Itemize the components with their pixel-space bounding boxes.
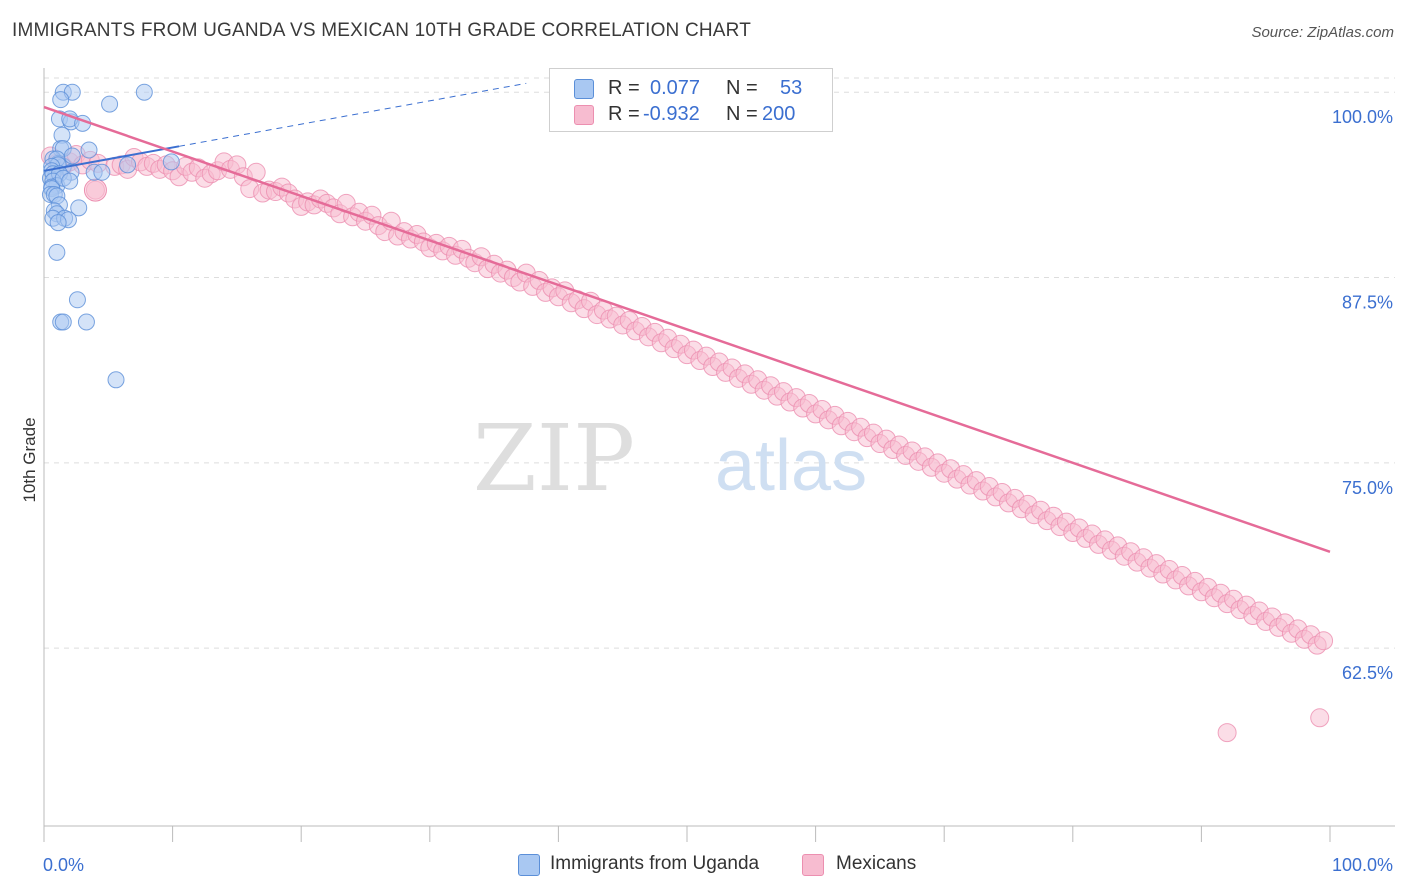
tick-labels: 62.5% 75.0% 87.5% 100.0% 0.0% 100.0% [43,107,1393,875]
uganda-swatch [574,79,594,99]
point-uganda [93,163,111,181]
trend-line-uganda-extension [178,82,527,147]
point-uganda [49,214,67,232]
n-value-mexicans: 200 [762,103,796,125]
point-uganda [77,313,95,331]
y-tick-label: 62.5% [1342,663,1393,683]
chart-title: IMMIGRANTS FROM UGANDA VS MEXICAN 10TH G… [12,20,752,41]
point-uganda [162,153,180,171]
trend-line-uganda [43,145,180,172]
mexicans-legend-swatch [802,854,824,876]
uganda-legend-swatch [518,854,540,876]
point-mexicans [1310,708,1330,728]
point-uganda [63,147,81,165]
point-uganda [70,199,88,217]
point-uganda [68,291,86,309]
point-uganda [54,313,72,331]
watermark-atlas: atlas [715,426,867,506]
series-mexicans [40,144,1334,743]
y-tick-label: 100.0% [1332,107,1393,127]
legend-label-uganda: Immigrants from Uganda [550,853,760,874]
y-tick-label: 87.5% [1342,293,1393,313]
r-value-mexicans: -0.932 [643,103,700,125]
x-tick-label-max: 100.0% [1332,855,1393,875]
point-mexicans [1217,723,1237,743]
point-uganda [101,95,119,113]
x-tick-label-min: 0.0% [43,855,84,875]
point-uganda [48,243,66,261]
trend-lines [43,82,1331,553]
point-mexicans-large [83,178,107,202]
stats-row-mexicans: R = -0.932 N = 200 [550,101,832,127]
n-value-uganda: 53 [780,77,803,99]
series-legend: Immigrants from Uganda Mexicans [0,852,1406,880]
source-label: Source: ZipAtlas.com [1251,24,1394,41]
point-mexicans [1314,631,1334,651]
trend-line-mexicans [43,105,1331,553]
point-uganda [119,156,137,174]
mexicans-swatch [574,105,594,125]
point-uganda [107,371,125,389]
point-uganda [80,141,98,159]
watermark-zip: ZIP [473,405,635,512]
stats-legend: R = 0.077 N = 53 R = -0.932 N = 200 [549,68,833,132]
point-uganda [135,83,153,101]
point-uganda [52,91,70,109]
n-label: N = [726,77,758,99]
watermark: ZIP atlas [473,405,867,512]
r-label: R = [608,77,640,99]
r-value-uganda: 0.077 [650,77,701,99]
y-tick-label: 75.0% [1342,478,1393,498]
legend-label-mexicans: Mexicans [836,853,917,874]
point-uganda [61,172,79,190]
n-label: N = [726,103,758,125]
r-label: R = [608,103,640,125]
stats-row-uganda: R = 0.077 N = 53 [550,75,832,101]
series-uganda [41,83,180,389]
